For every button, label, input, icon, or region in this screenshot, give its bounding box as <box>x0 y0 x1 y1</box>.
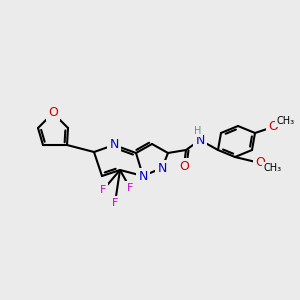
Text: O: O <box>179 160 189 172</box>
Text: N: N <box>157 161 167 175</box>
Text: F: F <box>112 198 118 208</box>
Text: CH₃: CH₃ <box>264 163 282 173</box>
Text: F: F <box>127 183 133 193</box>
Text: O: O <box>268 121 278 134</box>
Text: CH₃: CH₃ <box>277 116 295 126</box>
Text: H: H <box>194 126 202 136</box>
Text: N: N <box>195 134 205 146</box>
Text: O: O <box>255 157 265 169</box>
Text: N: N <box>138 169 148 182</box>
Text: F: F <box>100 185 106 195</box>
Text: O: O <box>48 106 58 119</box>
Text: N: N <box>109 139 119 152</box>
